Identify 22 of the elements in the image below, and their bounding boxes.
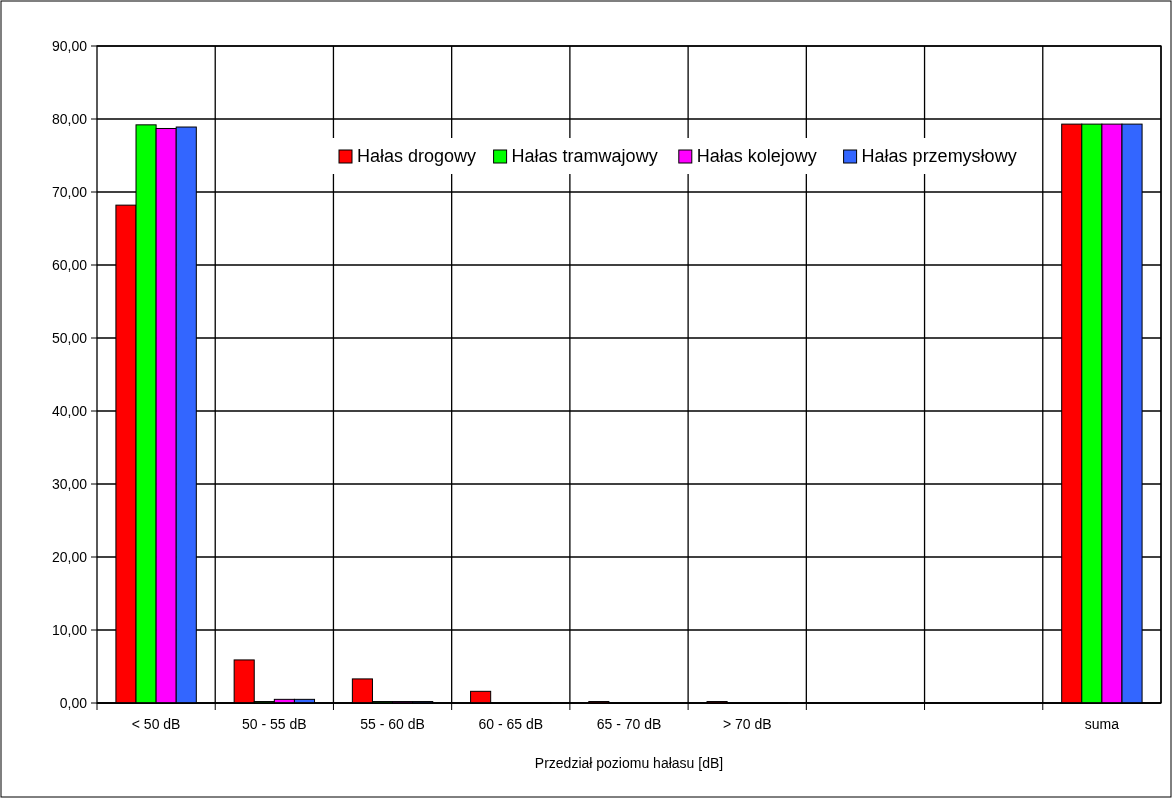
x-tick-label: 55 - 60 dB: [360, 716, 425, 732]
x-tick-label: 65 - 70 dB: [596, 716, 662, 732]
y-tick-label: 20,00: [51, 548, 88, 565]
y-tick-label: 10,00: [51, 621, 88, 638]
y-tick-label: 50,00: [51, 329, 88, 346]
x-tick-label: < 50 dB: [131, 716, 181, 732]
y-tick-label: 90,00: [51, 37, 88, 54]
x-axis-title: Przedział poziomu hałasu [dB]: [534, 755, 724, 771]
x-tick-label: suma: [1084, 716, 1120, 732]
legend-label: Hałas przemysłowy: [861, 146, 1017, 166]
y-tick-label: 70,00: [51, 183, 88, 200]
x-tick-label: 50 - 55 dB: [242, 716, 307, 732]
legend-label: Hałas drogowy: [357, 146, 477, 166]
x-tick-label: 60 - 65 dB: [478, 716, 544, 732]
y-tick-label: 80,00: [51, 110, 88, 127]
y-tick-label: 0,00: [59, 694, 88, 711]
y-tick-label: 60,00: [51, 256, 88, 273]
y-tick-label: 40,00: [51, 402, 88, 419]
legend-label: Hałas tramwajowy: [511, 146, 658, 166]
y-tick-label: 30,00: [51, 475, 88, 492]
legend-label: Hałas kolejowy: [696, 146, 817, 166]
x-tick-label: > 70 dB: [722, 716, 772, 732]
